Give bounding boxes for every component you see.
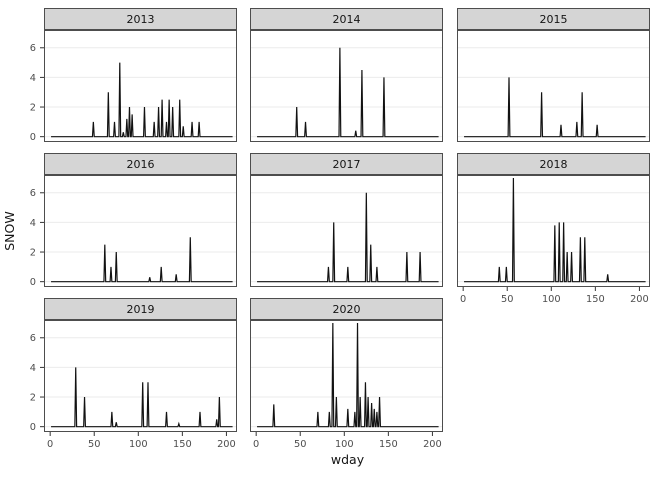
facet-strip-label: 2014: [332, 12, 361, 26]
y-tick-label: 0: [30, 422, 36, 433]
facet-panel-2017: [250, 175, 443, 287]
y-tick-label: 6: [30, 188, 36, 199]
facet-strip-label: 2018: [539, 157, 568, 171]
x-axis-title: wday: [330, 452, 365, 467]
x-tick-label: 50: [501, 294, 513, 305]
facet-panel-2014: [250, 30, 443, 142]
y-tick-label: 4: [30, 218, 36, 229]
facet-strip-2014: 2014: [250, 8, 443, 30]
facet-strip-label: 2016: [126, 157, 155, 171]
facet-strip-2013: 2013: [44, 8, 237, 30]
x-tick-label: 200: [630, 294, 649, 305]
snow-line-2017: [257, 192, 439, 283]
snow-line-2013: [51, 62, 233, 138]
x-tick-label: 100: [129, 439, 148, 450]
y-tick-label: 0: [30, 277, 36, 288]
facet-strip-2018: 2018: [457, 153, 650, 175]
facet-strip-label: 2020: [332, 302, 361, 316]
y-tick-label: 2: [30, 392, 36, 403]
snow-line-2019: [51, 367, 233, 428]
y-tick-label: 2: [30, 247, 36, 258]
facet-strip-2015: 2015: [457, 8, 650, 30]
x-tick-label: 100: [542, 294, 561, 305]
x-tick-label: 0: [460, 294, 466, 305]
x-tick-label: 150: [173, 439, 192, 450]
y-tick-label: 6: [30, 43, 36, 54]
snow-line-2020: [257, 322, 439, 428]
y-tick-label: 0: [30, 132, 36, 143]
y-tick-label: 4: [30, 363, 36, 374]
facet-strip-label: 2015: [539, 12, 568, 26]
facet-panel-2019: 0 2 4 6 0 50 100 150 200: [30, 320, 237, 450]
facet-strip-2016: 2016: [44, 153, 237, 175]
y-tick-label: 2: [30, 102, 36, 113]
facet-panel-2013: 0 2 4 6: [30, 30, 237, 143]
y-axis-title: SNOW: [2, 211, 17, 251]
facet-strip-label: 2017: [332, 157, 361, 171]
x-tick-label: 0: [47, 439, 53, 450]
snow-line-2014: [257, 47, 439, 138]
x-tick-label: 200: [423, 439, 442, 450]
facet-strip-label: 2013: [126, 12, 155, 26]
x-tick-label: 200: [217, 439, 236, 450]
facet-panel-2018: 0 50 100 150 200: [457, 175, 650, 305]
x-tick-label: 150: [586, 294, 605, 305]
x-tick-label: 50: [294, 439, 306, 450]
x-tick-label: 0: [253, 439, 259, 450]
facet-panel-2020: 0 50 100 150 200: [250, 320, 443, 450]
snow-line-2015: [464, 77, 646, 138]
x-tick-label: 50: [88, 439, 100, 450]
snow-line-2018: [464, 177, 646, 283]
x-tick-label: 150: [379, 439, 398, 450]
x-tick-label: 100: [335, 439, 354, 450]
y-tick-label: 4: [30, 73, 36, 84]
snow-line-2016: [51, 237, 233, 283]
facet-strip-2020: 2020: [250, 298, 443, 320]
y-tick-label: 6: [30, 333, 36, 344]
facet-strip-label: 2019: [126, 302, 155, 316]
facet-strip-2017: 2017: [250, 153, 443, 175]
facet-panel-2016: 0 2 4 6: [30, 175, 237, 288]
facet-panel-2015: [457, 30, 650, 142]
facet-strip-2019: 2019: [44, 298, 237, 320]
